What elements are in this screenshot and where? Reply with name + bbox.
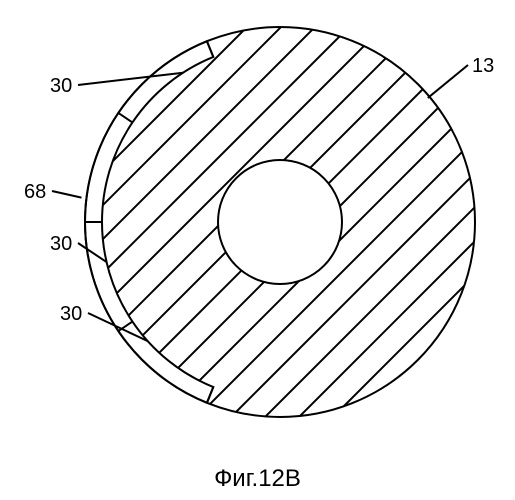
figure-container: 30 68 30 30 13 Фиг.12B <box>0 0 515 500</box>
callout-label: 68 <box>24 181 46 203</box>
callout-label: 30 <box>50 75 72 97</box>
callout-label: 30 <box>50 233 72 255</box>
callout-label: 30 <box>60 303 82 325</box>
callout-label: 13 <box>472 55 494 77</box>
figure-caption: Фиг.12B <box>0 465 515 493</box>
figure-svg: 30 68 30 30 13 <box>0 0 515 500</box>
